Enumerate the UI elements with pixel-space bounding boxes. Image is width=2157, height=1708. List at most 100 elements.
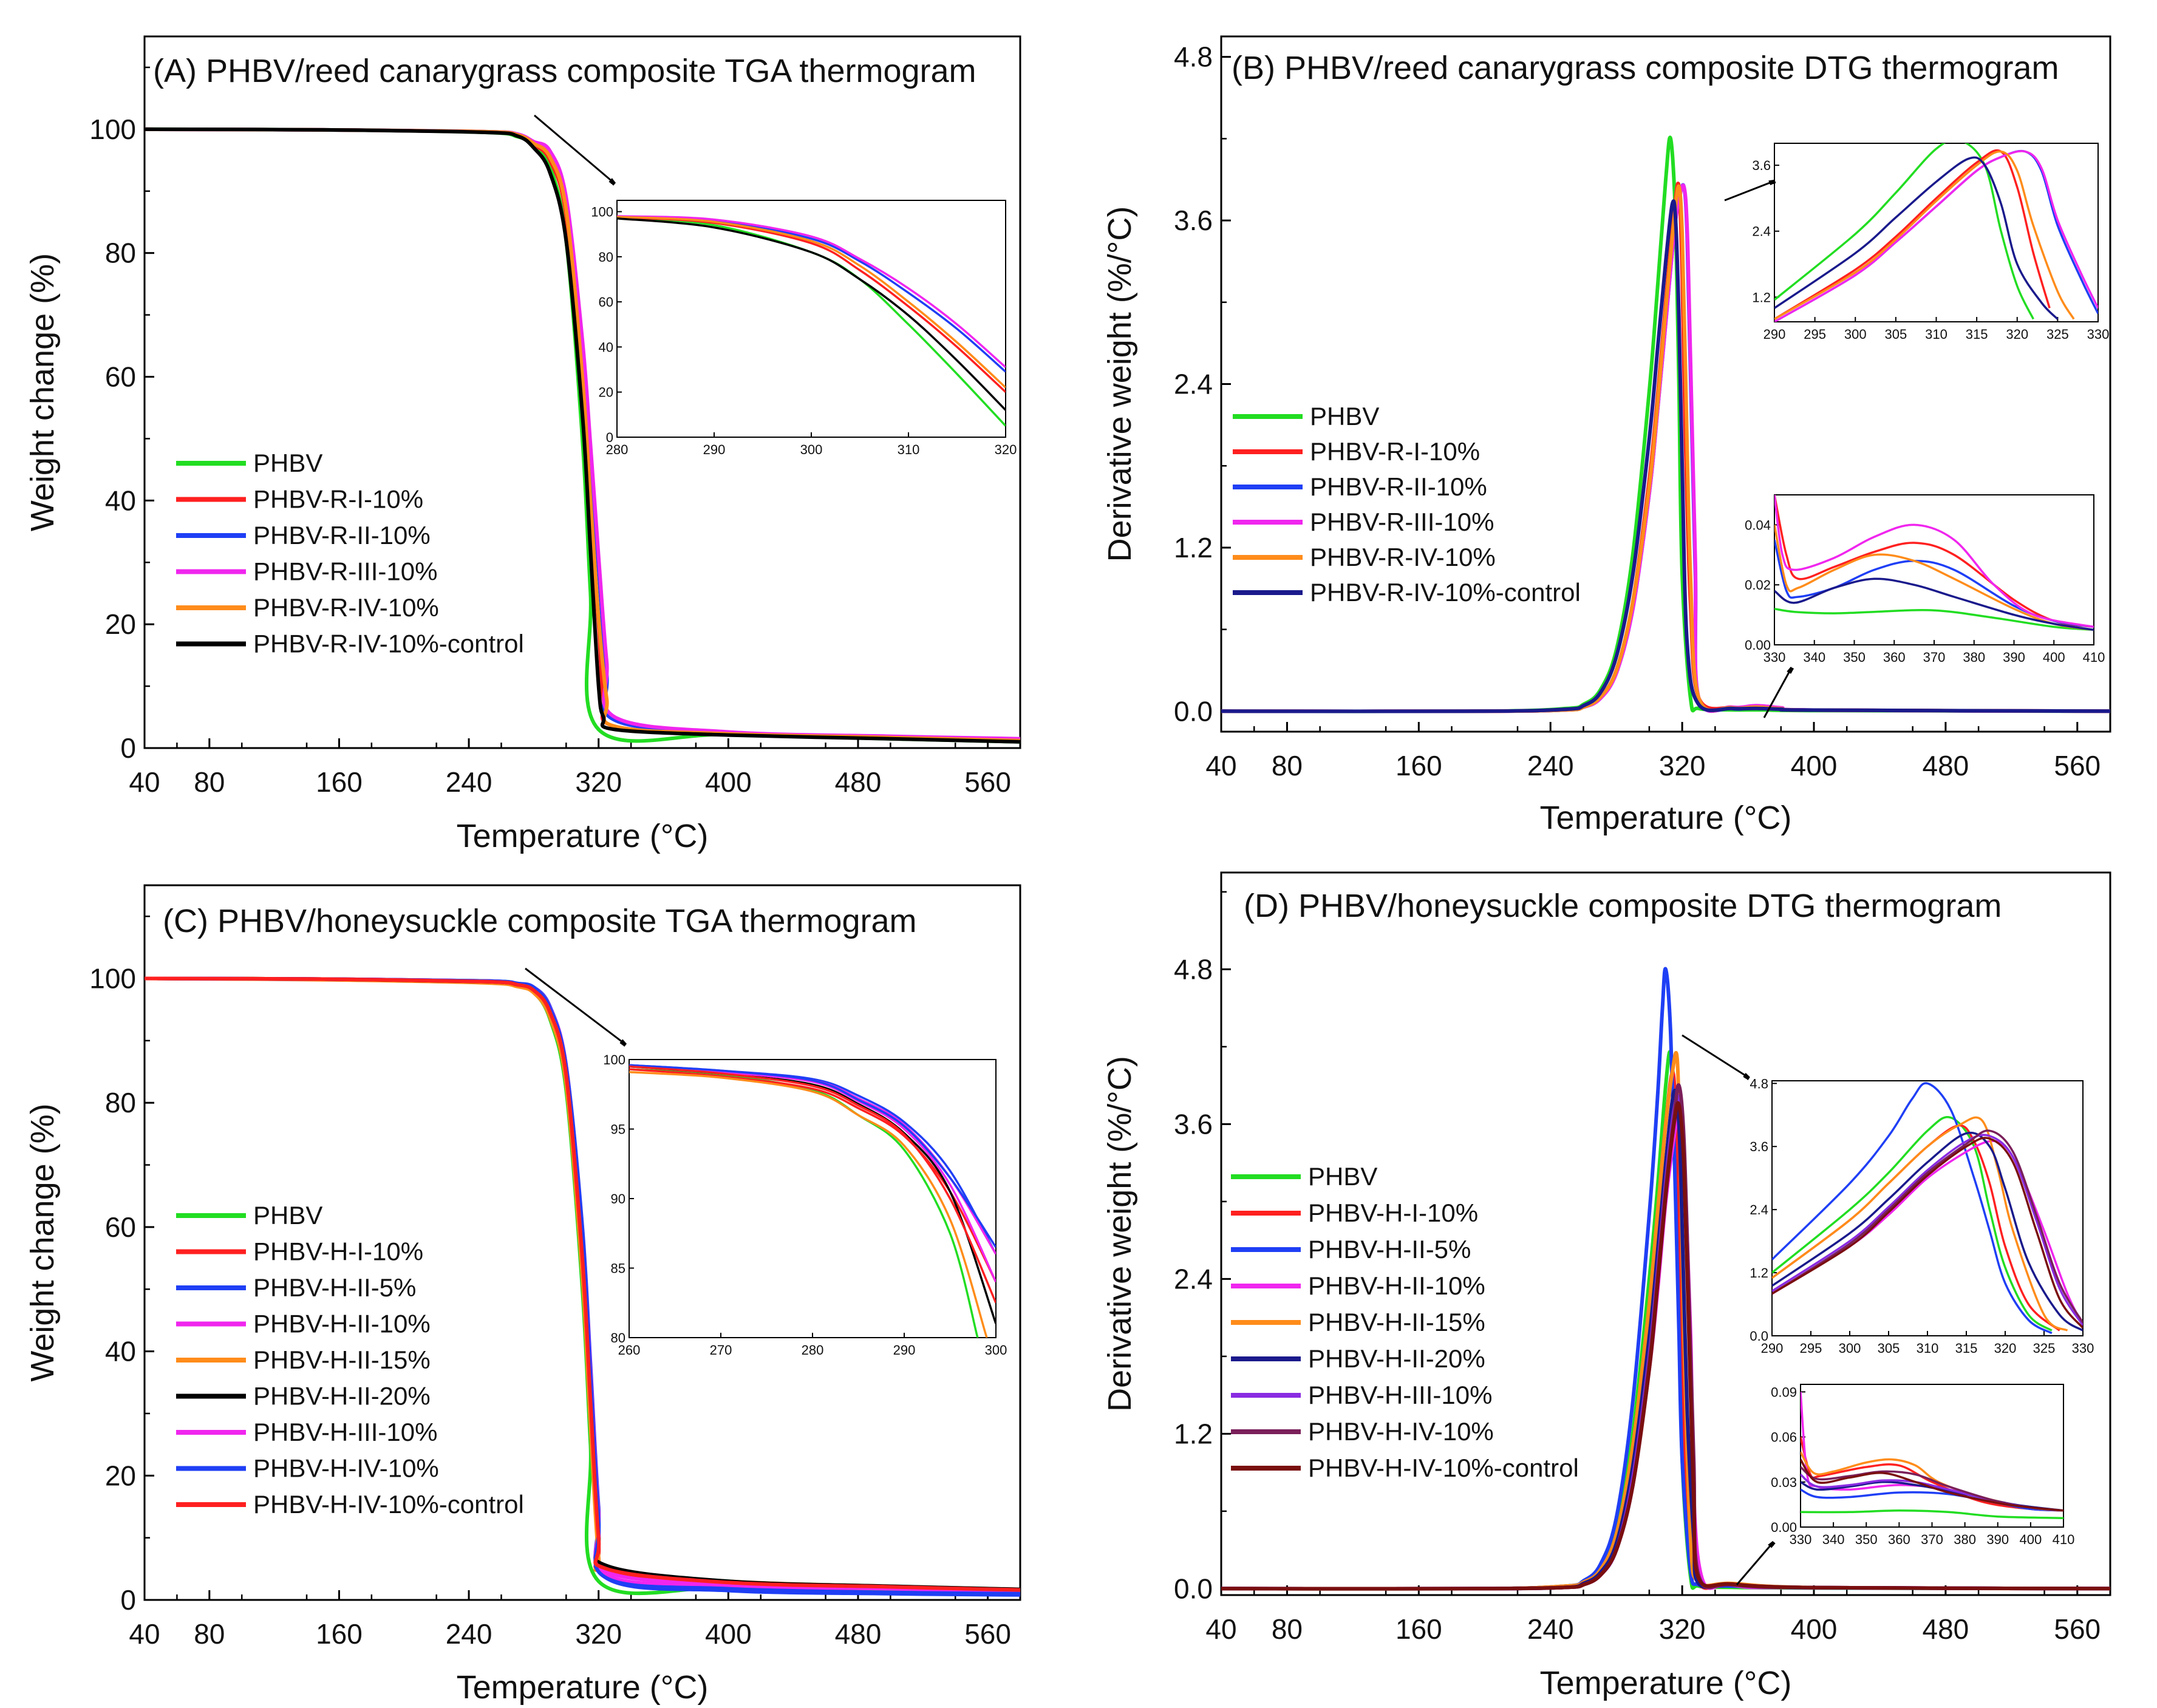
inset-y-tick-label: 1.2 xyxy=(1750,1265,1768,1281)
y-tick-label: 60 xyxy=(105,1211,136,1243)
y-tick-label: 20 xyxy=(105,1460,136,1491)
legend-label: PHBV-H-II-10% xyxy=(253,1310,431,1338)
x-tick-label: 400 xyxy=(705,1618,752,1650)
inset-x-tick-label: 350 xyxy=(1855,1532,1878,1547)
inset-series-line xyxy=(1774,577,2094,631)
legend-label: PHBV-H-III-10% xyxy=(1308,1381,1492,1409)
legend-label: PHBV-H-II-10% xyxy=(1308,1271,1485,1300)
inset-x-tick-label: 280 xyxy=(606,442,629,457)
x-tick-label: 240 xyxy=(446,766,492,798)
inset-y-tick-label: 0.03 xyxy=(1771,1475,1797,1490)
x-tick-label: 160 xyxy=(1395,1613,1442,1645)
y-tick-label: 80 xyxy=(105,1087,136,1118)
x-tick-label: 320 xyxy=(1659,750,1706,781)
inset-series-line xyxy=(1774,607,2094,631)
y-tick-label: 3.6 xyxy=(1174,1108,1213,1140)
inset-series-line xyxy=(629,1064,996,1248)
inset-y-tick-label: 4.8 xyxy=(1750,1076,1768,1091)
inset-x-tick-label: 290 xyxy=(703,442,726,457)
inset-series-line xyxy=(617,215,1006,369)
legend-label: PHBV-R-II-10% xyxy=(1310,472,1487,501)
inset-x-tick-label: 360 xyxy=(1883,650,1906,665)
inset-x-tick-label: 325 xyxy=(2046,327,2069,342)
inset-series-line xyxy=(1801,1509,2063,1519)
inset-y-tick-label: 0.06 xyxy=(1771,1430,1797,1445)
series-line xyxy=(145,127,1020,744)
inset-x-tick-label: 290 xyxy=(893,1342,916,1358)
x-tick-label: 160 xyxy=(1395,750,1442,781)
x-tick-label: 240 xyxy=(1527,1613,1574,1645)
chart-title: (B) PHBV/reed canarygrass composite DTG … xyxy=(1232,50,2059,86)
inset-y-tick-label: 0.0 xyxy=(1750,1329,1768,1344)
inset-x-tick-label: 330 xyxy=(2087,327,2110,342)
series-group xyxy=(145,127,1020,744)
inset-y-tick-label: 0.02 xyxy=(1745,577,1771,593)
inset-x-tick-label: 390 xyxy=(2003,650,2025,665)
inset-series-group xyxy=(1801,1392,2063,1519)
inset-x-tick-label: 310 xyxy=(898,442,920,457)
inset-frame xyxy=(1800,1384,2064,1528)
legend-label: PHBV-H-II-15% xyxy=(253,1346,431,1374)
x-tick-label: 80 xyxy=(194,766,225,798)
inset-x-tick-label: 270 xyxy=(710,1342,732,1358)
inset-inset: 260 270 280 290 300 80 85 90 95 100 xyxy=(603,1052,1007,1358)
inset-y-tick-label: 0 xyxy=(606,430,613,445)
legend: PHBV PHBV-R-I-10% PHBV-R-II-10% PHBV-R-III-… xyxy=(176,449,524,658)
x-tick-label: 40 xyxy=(129,1618,160,1650)
inset-pointer-arrow xyxy=(1682,1034,1749,1078)
series-group xyxy=(1221,967,2110,1591)
inset-series-line xyxy=(629,1070,988,1338)
inset-x-tick-label: 390 xyxy=(1986,1532,2009,1547)
x-tick-label: 320 xyxy=(1659,1613,1706,1645)
inset-series-line xyxy=(1774,525,2094,631)
inset-series-line xyxy=(1774,150,2075,321)
inset-x-tick-label: 305 xyxy=(1878,1341,1900,1356)
inset-x-tick-label: 370 xyxy=(1923,650,1946,665)
inset-pointer-arrow xyxy=(525,967,625,1044)
x-tick-label: 480 xyxy=(1923,750,1969,781)
legend-label: PHBV xyxy=(1310,402,1379,430)
inset-x-tick-label: 400 xyxy=(2043,650,2065,665)
chart-title: (D) PHBV/honeysuckle composite DTG therm… xyxy=(1244,888,2002,924)
y-axis-label: Weight change (%) xyxy=(24,1103,61,1381)
inset-inset-bottom: 330 340 350 360 370 380 390 400 410 0.00 0.02 0.04 xyxy=(1745,494,2105,665)
series-group xyxy=(145,976,1020,1597)
inset-y-tick-label: 95 xyxy=(611,1122,625,1137)
inset-x-tick-label: 300 xyxy=(985,1342,1007,1358)
y-tick-label: 40 xyxy=(105,485,136,516)
y-tick-label: 100 xyxy=(89,114,136,145)
inset-x-tick-label: 380 xyxy=(1963,650,1985,665)
legend-label: PHBV-H-IV-10%-control xyxy=(253,1490,524,1519)
inset-series-line xyxy=(1772,1131,2083,1332)
inset-series-line xyxy=(629,1065,996,1304)
inset-series-line xyxy=(617,217,1006,411)
inset-series-group xyxy=(617,215,1006,427)
inset-y-tick-label: 1.2 xyxy=(1752,290,1771,305)
chart-title: (C) PHBV/honeysuckle composite TGA therm… xyxy=(163,903,916,939)
series-line xyxy=(145,976,1020,1592)
legend-label: PHBV-R-I-10% xyxy=(1310,437,1480,466)
legend-label: PHBV-H-II-5% xyxy=(1308,1235,1471,1264)
inset-x-tick-label: 300 xyxy=(1844,327,1867,342)
inset-x-tick-label: 315 xyxy=(1955,1341,1978,1356)
inset-series-line xyxy=(1774,143,2034,320)
inset-y-tick-label: 80 xyxy=(599,250,613,265)
plot-frame xyxy=(143,35,1021,749)
inset-pointer-arrow xyxy=(1736,1542,1773,1585)
chart-b: 40 80 160 240 320 400 480 560 0.0 1.2 2.4 3.6 4.8 Tem… xyxy=(1102,35,2111,836)
legend: PHBV PHBV-H-I-10% PHBV-H-II-5% PHBV-H-II-10… xyxy=(176,1201,524,1519)
y-tick-label: 4.8 xyxy=(1174,41,1213,73)
inset-x-tick-label: 260 xyxy=(618,1342,641,1358)
inset-series-group xyxy=(629,1064,996,1338)
y-tick-label: 0 xyxy=(120,732,136,764)
legend-label: PHBV-H-II-20% xyxy=(1308,1344,1485,1373)
legend-label: PHBV-H-I-10% xyxy=(253,1237,423,1266)
legend-label: PHBV-R-III-10% xyxy=(253,557,437,586)
legend-label: PHBV-R-II-10% xyxy=(253,521,431,549)
legend-label: PHBV-R-IV-10% xyxy=(1310,543,1496,571)
y-tick-label: 1.2 xyxy=(1174,532,1213,563)
inset-x-tick-label: 300 xyxy=(800,442,823,457)
y-tick-label: 0.0 xyxy=(1174,1573,1213,1604)
x-tick-label: 400 xyxy=(705,766,752,798)
x-tick-label: 400 xyxy=(1791,1613,1838,1645)
